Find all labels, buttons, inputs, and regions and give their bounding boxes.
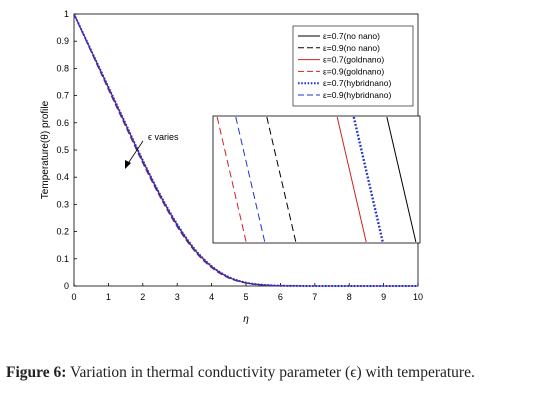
axis-tick-labels: 0 1 2 3 4 5 6 7 8 9 10 0 0.1 0.2 0.3 0.4 0.5 0.6 0.7 0.8 0.9… xyxy=(56,9,423,302)
inset-frame xyxy=(212,115,421,244)
legend: ε=0.7(no nano) ε=0.9(no nano) ε=0.7(goldna… xyxy=(298,31,391,100)
x-tick-label: 9 xyxy=(381,292,386,302)
inset-line-3 xyxy=(336,116,367,243)
y-tick-label: 0.4 xyxy=(56,172,69,182)
x-tick-label: 4 xyxy=(209,292,214,302)
x-tick-label: 6 xyxy=(278,292,283,302)
legend-label-0: ε=0.7(no nano) xyxy=(323,31,380,41)
y-tick-label: 1 xyxy=(64,9,69,19)
x-tick-label: 8 xyxy=(347,292,352,302)
legend-label-2: ε=0.7(goldnano) xyxy=(323,55,384,65)
legend-box xyxy=(292,25,414,107)
series-line-5 xyxy=(73,13,418,287)
y-tick-label: 0.3 xyxy=(56,199,69,209)
inset-lines xyxy=(216,116,417,243)
x-axis-label: η xyxy=(243,314,249,325)
series-lines xyxy=(73,13,418,288)
y-tick-label: 0.7 xyxy=(56,91,69,101)
annotation-arrow-line xyxy=(126,140,144,166)
y-tick-label: 0.6 xyxy=(56,118,69,128)
legend-label-1: ε=0.9(no nano) xyxy=(323,43,380,53)
x-tick-label: 0 xyxy=(71,292,76,302)
x-tick-label: 7 xyxy=(312,292,317,302)
legend-label-5: ε=0.9(hybridnano) xyxy=(323,90,391,100)
y-tick-label: 0.2 xyxy=(56,227,69,237)
caption-label: Figure 6: xyxy=(6,364,67,381)
y-axis-label: Temperature(θ) profile xyxy=(40,100,51,199)
x-tick-label: 2 xyxy=(140,292,145,302)
y-tick-label: 0.9 xyxy=(56,36,69,46)
legend-label-3: ε=0.9(goldnano) xyxy=(323,66,384,76)
legend-label-4: ε=0.7(hybridnano) xyxy=(323,78,391,88)
annotation-arrowhead xyxy=(125,160,131,169)
y-tick-label: 0 xyxy=(64,281,69,291)
annotation-text: ϵ varies xyxy=(148,132,179,142)
inset-line-5 xyxy=(386,116,417,243)
x-tick-label: 1 xyxy=(106,292,111,302)
figure-caption: Figure 6: Variation in thermal conductiv… xyxy=(6,364,540,382)
y-tick-label: 0.8 xyxy=(56,63,69,73)
x-tick-label: 3 xyxy=(175,292,180,302)
x-tick-label: 5 xyxy=(243,292,248,302)
caption-text: Variation in thermal conductivity parame… xyxy=(66,364,475,381)
y-tick-label: 0.1 xyxy=(56,254,69,264)
y-tick-label: 0.5 xyxy=(56,145,69,155)
x-tick-label: 10 xyxy=(413,292,423,302)
temperature-profile-chart: 0 1 2 3 4 5 6 7 8 9 10 0 0.1 0.2 0.3 0.4 0.5 0.6 0.7 0.8 0.9… xyxy=(40,9,423,325)
